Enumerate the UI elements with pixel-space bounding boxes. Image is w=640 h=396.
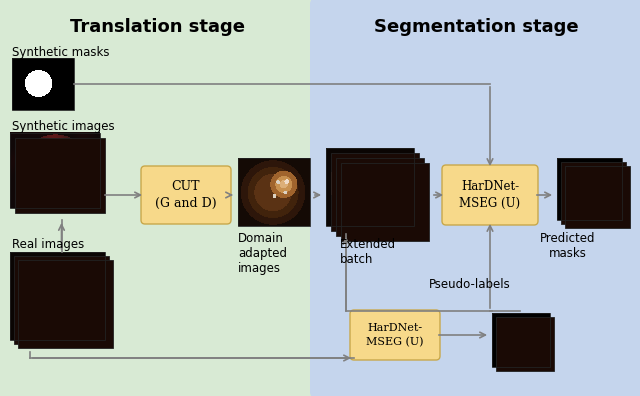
Text: Predicted
masks: Predicted masks: [540, 232, 596, 260]
Bar: [557, 158, 622, 220]
Bar: [14, 256, 109, 344]
Bar: [18, 260, 113, 348]
Text: Domain
adapted
images: Domain adapted images: [238, 232, 287, 275]
Text: Extended
batch: Extended batch: [340, 238, 396, 266]
Bar: [561, 162, 626, 224]
Bar: [565, 166, 630, 228]
FancyBboxPatch shape: [0, 0, 318, 396]
FancyBboxPatch shape: [310, 0, 640, 396]
Bar: [238, 158, 310, 226]
Text: Synthetic masks: Synthetic masks: [12, 46, 109, 59]
Bar: [496, 317, 554, 371]
FancyBboxPatch shape: [141, 166, 231, 224]
Bar: [15, 138, 105, 213]
Text: HarDNet-
MSEG (U): HarDNet- MSEG (U): [460, 180, 520, 210]
Bar: [336, 158, 424, 236]
Text: CUT
(G and D): CUT (G and D): [155, 180, 217, 210]
Text: Real images: Real images: [12, 238, 84, 251]
Text: Translation stage: Translation stage: [70, 18, 246, 36]
Bar: [12, 58, 74, 110]
Text: Segmentation stage: Segmentation stage: [374, 18, 579, 36]
Bar: [10, 252, 105, 340]
Bar: [331, 153, 419, 231]
FancyBboxPatch shape: [442, 165, 538, 225]
Text: Pseudo-labels: Pseudo-labels: [429, 278, 511, 291]
Text: Synthetic images: Synthetic images: [12, 120, 115, 133]
Text: HarDNet-
MSEG (U): HarDNet- MSEG (U): [366, 323, 424, 347]
FancyBboxPatch shape: [350, 310, 440, 360]
Bar: [326, 148, 414, 226]
Bar: [492, 313, 550, 367]
Bar: [10, 133, 100, 208]
Bar: [341, 163, 429, 241]
